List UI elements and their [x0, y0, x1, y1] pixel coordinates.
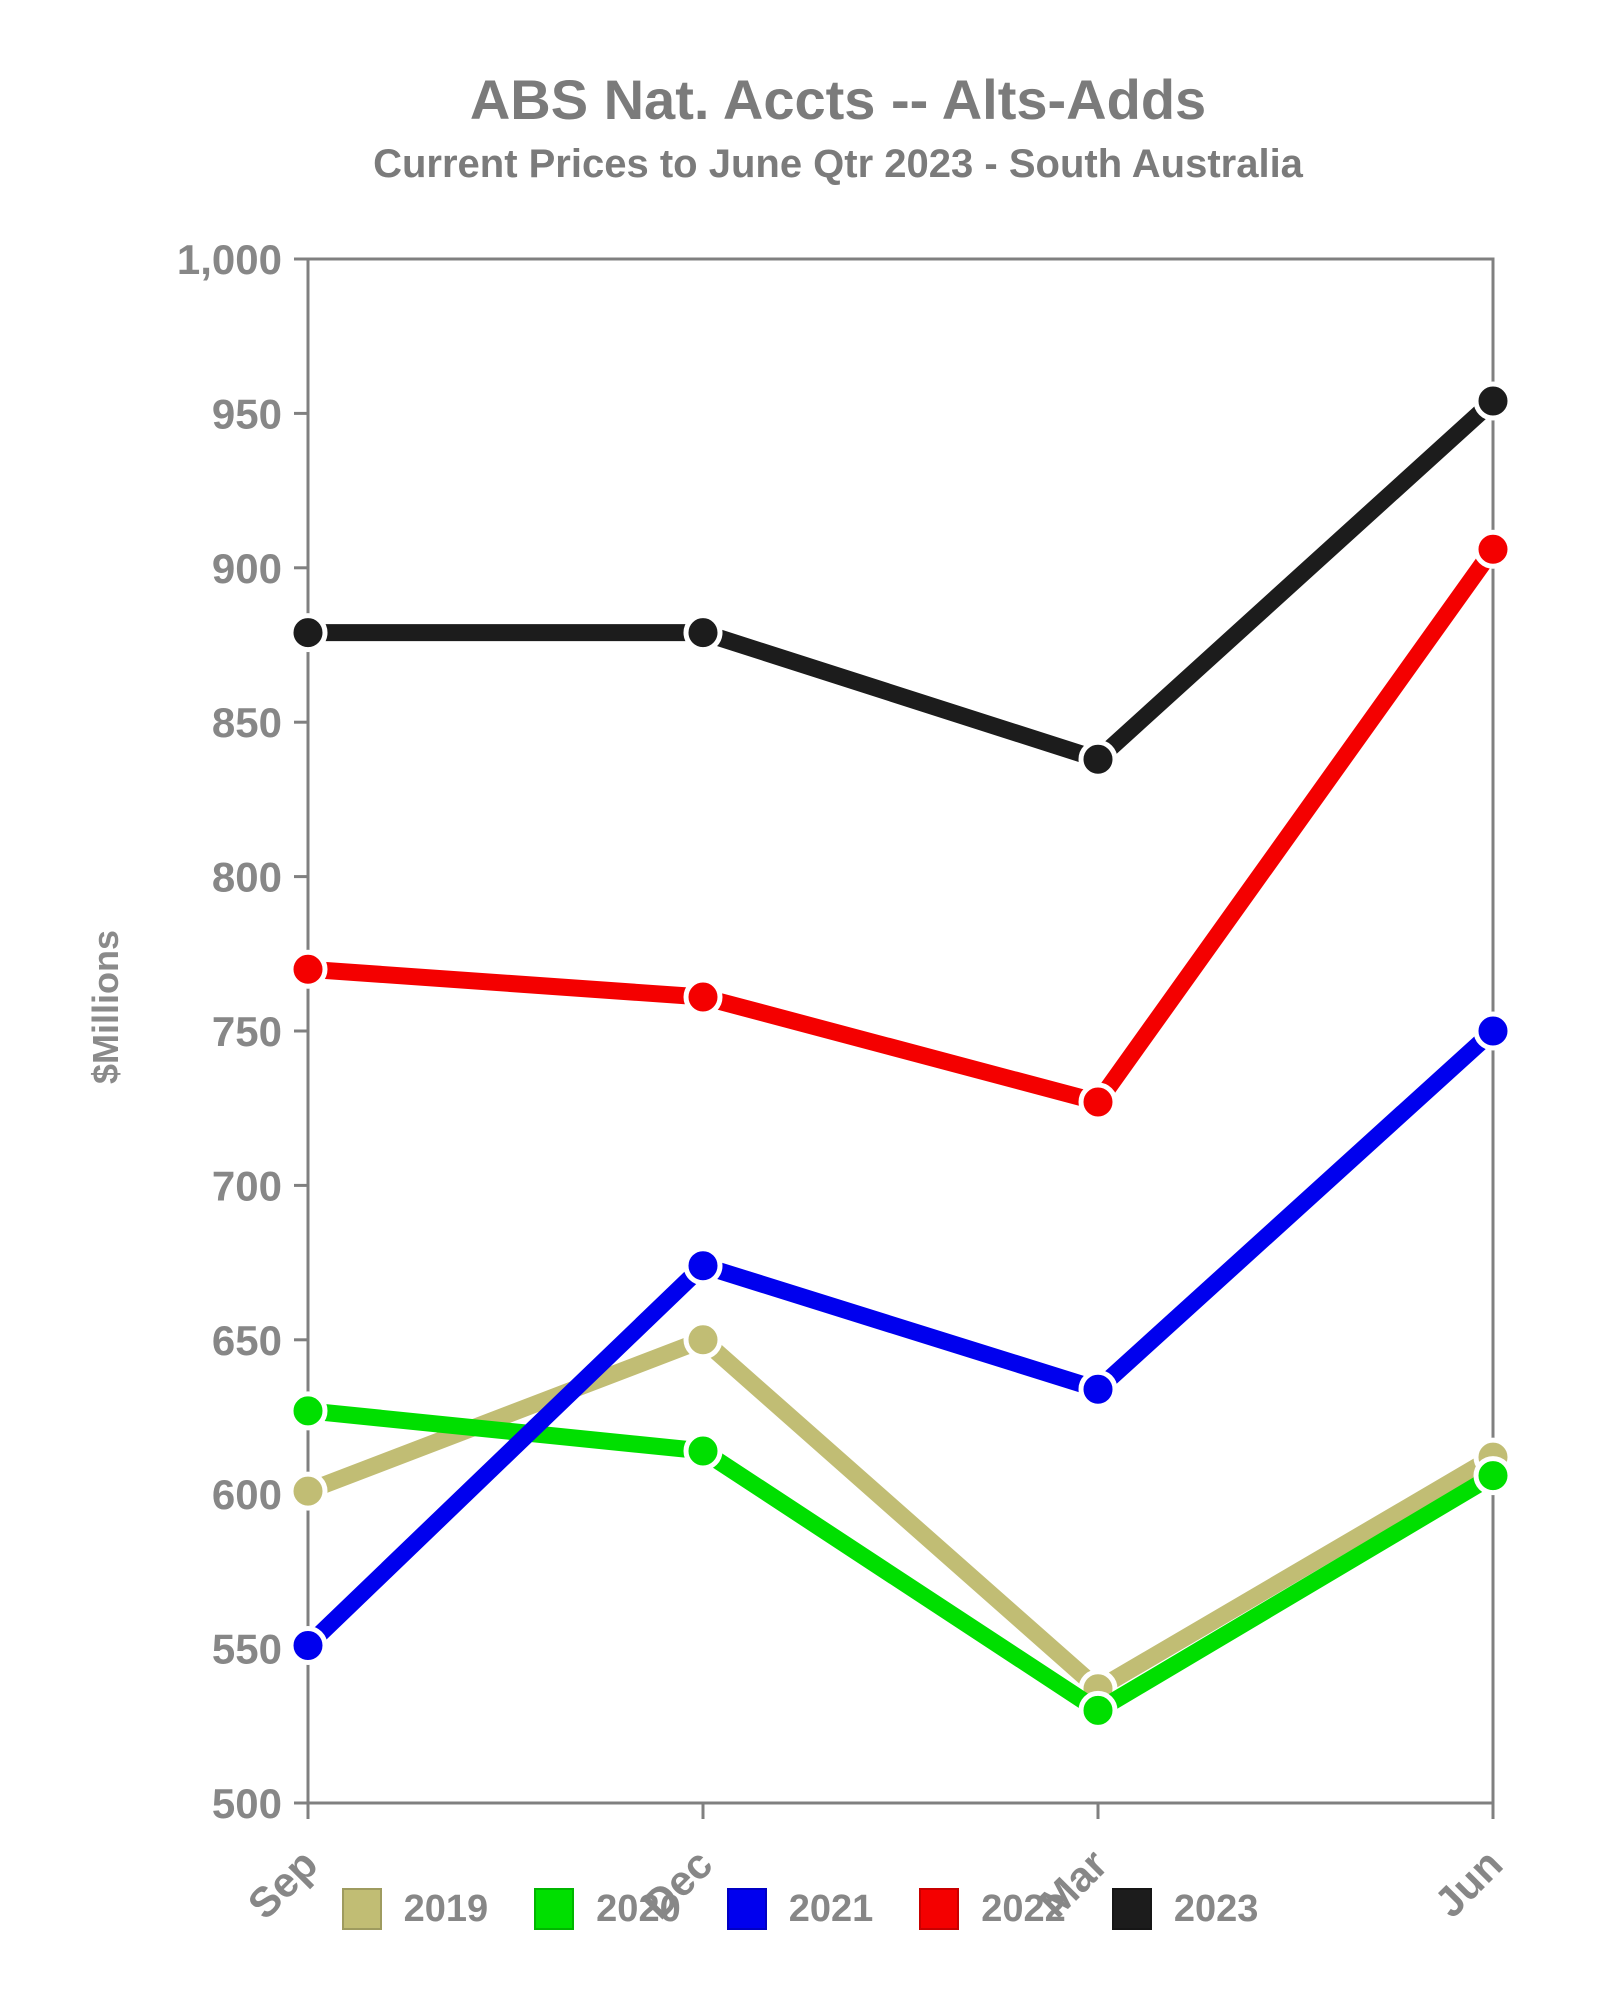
legend-entry-2022: 2022	[919, 1886, 1066, 1932]
data-point-2019-sep	[288, 1471, 328, 1511]
data-point-2023-mar	[1078, 739, 1118, 779]
legend-swatch-2023	[1111, 1888, 1152, 1930]
y-tick-label: 900	[212, 545, 282, 592]
legend-entry-2019: 2019	[341, 1886, 489, 1932]
series-line-2022	[307, 544, 1500, 1111]
data-point-2020-sep	[288, 1391, 328, 1431]
y-tick-label: 500	[212, 1780, 282, 1827]
data-point-2023-jun	[1473, 381, 1513, 421]
y-tick-label: 550	[212, 1626, 282, 1673]
data-point-2021-jun	[1473, 1011, 1513, 1051]
legend-swatch-2019	[341, 1888, 382, 1930]
legend-label-2020: 2020	[596, 1888, 681, 1930]
legend-label-2022: 2022	[981, 1888, 1066, 1930]
legend-label-2019: 2019	[403, 1888, 489, 1930]
legend-entry-2021: 2021	[726, 1886, 874, 1932]
data-point-2020-mar	[1078, 1690, 1118, 1730]
data-point-2021-mar	[1078, 1369, 1118, 1409]
chart-subtitle: Current Prices to June Qtr 2023 - South …	[373, 142, 1303, 186]
legend-label-2023: 2023	[1173, 1888, 1259, 1930]
legend-swatch-2022	[919, 1888, 960, 1930]
legend-swatch-2021	[726, 1888, 767, 1930]
y-tick-label: 650	[212, 1317, 282, 1364]
series-line-2019	[304, 1331, 1498, 1698]
legend-entry-2020: 2020	[534, 1886, 681, 1932]
data-point-2019-dec	[683, 1320, 723, 1360]
y-tick-label: 700	[212, 1162, 282, 1209]
data-point-2023-sep	[288, 613, 328, 653]
y-tick-label: 750	[212, 1008, 282, 1055]
series-line-2020	[307, 1402, 1498, 1719]
data-point-2022-sep	[288, 949, 328, 989]
data-point-2023-dec	[683, 613, 723, 653]
y-tick-label: 850	[212, 699, 282, 746]
legend-swatch-2020	[534, 1888, 575, 1930]
legend-label-2021: 2021	[788, 1888, 874, 1930]
y-tick-label: 1,000	[177, 236, 282, 283]
chart-title: ABS Nat. Accts -- Alts-Adds	[469, 68, 1207, 131]
data-point-2022-jun	[1473, 529, 1513, 569]
data-point-2021-sep	[288, 1626, 328, 1666]
data-point-2022-dec	[683, 977, 723, 1017]
data-point-2020-jun	[1473, 1456, 1513, 1496]
series-line-2023	[308, 394, 1499, 768]
data-point-2021-dec	[683, 1246, 723, 1286]
y-tick-label: 950	[212, 390, 282, 437]
y-tick-label: 600	[212, 1471, 282, 1518]
data-point-2020-dec	[683, 1431, 723, 1471]
chart-legend: 2019 2020 2021 2022 2023	[0, 1886, 1600, 1932]
series-line-2021	[302, 1024, 1499, 1652]
legend-entry-2023: 2023	[1111, 1886, 1259, 1932]
y-tick-label: 800	[212, 854, 282, 901]
data-point-2022-mar	[1078, 1082, 1118, 1122]
